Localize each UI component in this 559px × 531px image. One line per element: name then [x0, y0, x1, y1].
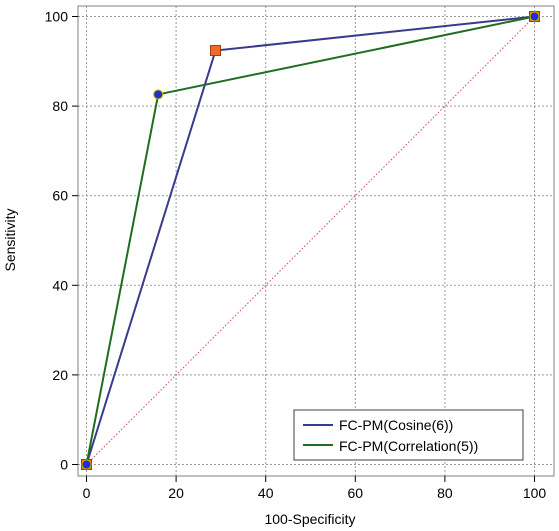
series-1-point-2 [529, 11, 540, 22]
y-tick-label-100: 100 [45, 9, 69, 25]
y-tick-label-20: 20 [52, 367, 68, 383]
reference-line [86, 16, 535, 465]
x-tick-label-80: 80 [437, 485, 453, 501]
x-tick-label-60: 60 [348, 485, 364, 501]
y-tick-label-40: 40 [52, 277, 68, 293]
x-tick-label-0: 0 [83, 485, 91, 501]
series-0-point-1 [210, 45, 222, 57]
series-1-point-1 [153, 89, 164, 100]
y-tick-label-80: 80 [52, 98, 68, 114]
reference-diagonal [86, 16, 535, 465]
legend: FC-PM(Cosine(6)) FC-PM(Correlation(5)) [293, 409, 524, 461]
y-tick-label-60: 60 [52, 188, 68, 204]
x-tick-label-40: 40 [258, 485, 274, 501]
legend-label-correlation: FC-PM(Correlation(5)) [339, 438, 478, 454]
x-axis-title: 100-Specificity [264, 511, 355, 527]
legend-label-cosine: FC-PM(Cosine(6)) [339, 417, 453, 433]
axis-ticks: 0 20 40 60 80 100 0 20 40 60 80 100 [45, 9, 547, 502]
legend-box [293, 409, 524, 461]
x-tick-label-20: 20 [168, 485, 184, 501]
y-axis-title: Sensitivity [2, 208, 18, 271]
series-markers [81, 11, 540, 470]
plot-frame [77, 5, 555, 477]
grid-lines [78, 6, 554, 476]
y-tick-label-0: 0 [60, 457, 68, 473]
series-1-point-0 [81, 459, 92, 470]
x-tick-label-100: 100 [523, 485, 547, 501]
